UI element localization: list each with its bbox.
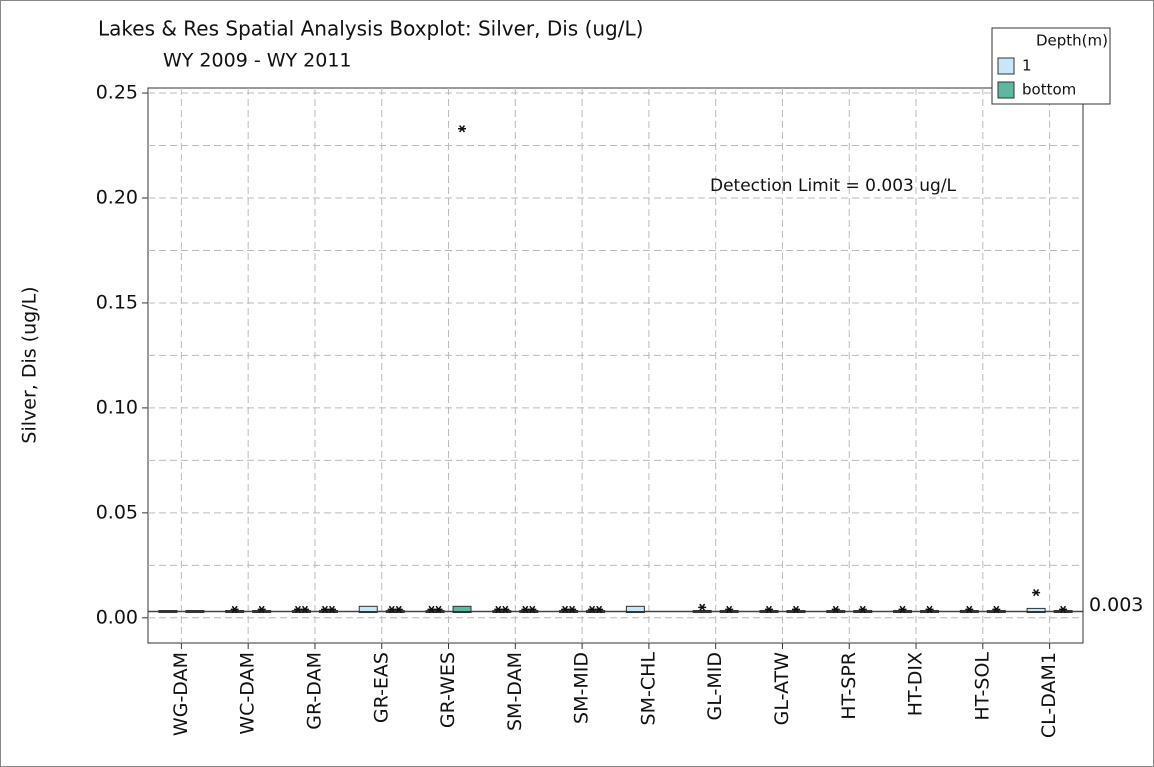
outlier (1059, 605, 1068, 614)
x-tick-label: HT-SOL (971, 652, 993, 721)
legend-swatch (997, 57, 1015, 75)
outlier (898, 605, 907, 614)
outlier (434, 605, 443, 614)
outlier (521, 605, 530, 614)
outlier (293, 605, 302, 614)
x-tick-label: HT-DIX (905, 652, 927, 716)
x-tick-label: SM-DAM (504, 652, 526, 731)
plot-area (147, 87, 1084, 644)
chart-subtitle: WY 2009 - WY 2011 (163, 50, 352, 72)
x-tick-label: WC-DAM (237, 652, 259, 735)
x-tick-label: HT-SPR (838, 652, 860, 720)
outlier (494, 605, 503, 614)
box (1026, 607, 1046, 614)
annotation: Detection Limit = 0.003 ug/L (710, 176, 957, 196)
outlier (387, 605, 396, 614)
outlier (831, 605, 840, 614)
y-tick-label: 0.00 (96, 606, 138, 628)
outlier (1032, 588, 1041, 597)
outlier (858, 605, 867, 614)
x-tick-label: GR-EAS (370, 652, 392, 723)
legend-label: bottom (1022, 81, 1076, 99)
x-tick-label: WG-DAM (170, 652, 192, 736)
outlier (320, 605, 329, 614)
outlier (725, 605, 734, 614)
x-tick-label: GL-ATW (771, 652, 793, 726)
legend-swatch (997, 81, 1015, 99)
x-tick-label: GR-DAM (303, 652, 325, 730)
x-tick-label: SM-MID (571, 652, 593, 724)
reference-label: 0.003 (1089, 594, 1143, 616)
outlier (698, 603, 707, 611)
outlier (992, 605, 1001, 614)
outlier (965, 605, 974, 614)
outlier (588, 605, 597, 614)
outlier (925, 605, 934, 614)
box (358, 605, 378, 614)
box (625, 605, 645, 614)
legend-title: Depth(m) (1036, 32, 1108, 50)
outlier (230, 605, 239, 614)
chart-title: Lakes & Res Spatial Analysis Boxplot: Si… (98, 17, 643, 41)
x-tick-label: SM-CHL (637, 652, 659, 726)
outlier (501, 605, 510, 614)
y-axis-label: Silver, Dis (ug/L) (19, 286, 41, 443)
outlier (458, 125, 467, 133)
outlier (394, 605, 403, 614)
outlier (561, 605, 570, 614)
outlier (327, 605, 336, 614)
outlier (300, 605, 309, 614)
outlier (568, 605, 577, 614)
outlier (791, 605, 800, 614)
x-tick-label: GL-MID (704, 652, 726, 720)
outlier (764, 605, 773, 614)
outlier (595, 605, 604, 614)
outlier (427, 605, 436, 614)
x-tick-label: GR-WES (437, 652, 459, 728)
y-tick-label: 0.25 (96, 82, 138, 104)
y-tick-label: 0.10 (96, 396, 138, 418)
outlier (528, 605, 537, 614)
box (452, 605, 472, 614)
y-tick-label: 0.20 (96, 186, 138, 208)
y-tick-label: 0.15 (96, 291, 138, 313)
x-tick-label: CL-DAM1 (1038, 652, 1060, 738)
outlier (257, 605, 266, 614)
y-tick-label: 0.05 (96, 501, 138, 523)
legend-label: 1 (1022, 57, 1032, 75)
